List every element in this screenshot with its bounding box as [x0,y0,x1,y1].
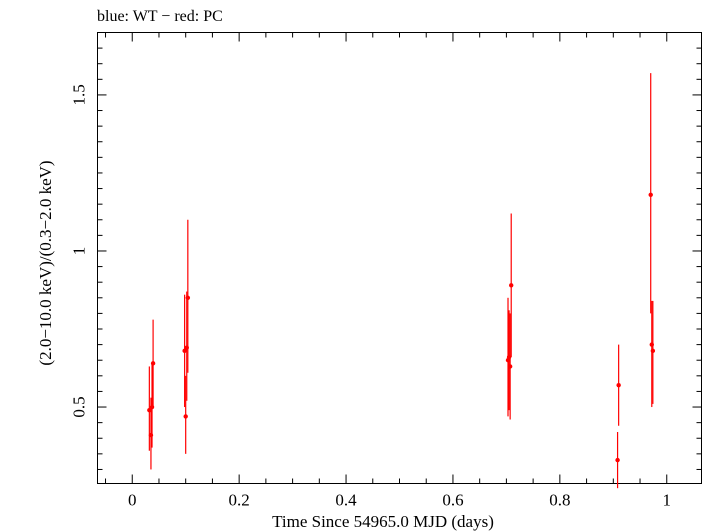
data-point [648,192,653,197]
chart-title: blue: WT − red: PC [97,8,223,25]
y-tick-label: 1 [70,247,89,256]
x-tick-label: 0 [128,491,137,510]
data-point [150,361,156,366]
series-pc [147,73,656,489]
y-tick-label: 1.5 [70,84,89,105]
y-tick-label: 0.5 [70,396,89,417]
data-point [650,348,656,354]
x-tick-label: 0.8 [549,491,570,510]
data-point [616,382,621,388]
x-tick-label: 0.2 [229,491,250,510]
x-tick-label: 1 [663,491,672,510]
data-point [507,364,513,369]
series-layer [147,73,656,489]
x-axis-label: Time Since 54965.0 MJD (days) [272,512,494,531]
x-tick-label: 0.4 [335,491,357,510]
data-point [182,348,187,354]
x-tick-label: 0.6 [442,491,463,510]
y-axis: 0.5 1 1.5 [70,32,702,470]
data-point [185,295,191,300]
data-point [615,457,620,463]
x-axis: 0 0.2 0.4 0.6 0.8 1 [105,32,672,510]
data-point [509,283,514,288]
data-point [183,414,188,419]
y-axis-label: (2.0−10.0 keV)/(0.3−2.0 keV) [36,160,55,365]
